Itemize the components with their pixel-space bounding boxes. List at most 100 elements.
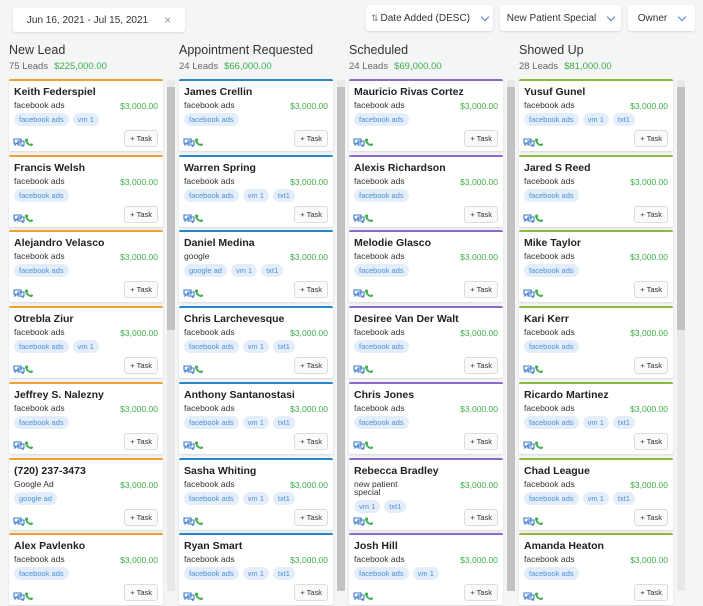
contact-icons[interactable]	[353, 285, 375, 303]
add-task-button[interactable]: + Task	[634, 205, 668, 223]
contact-icons[interactable]	[183, 134, 205, 152]
clear-icon[interactable]: ×	[164, 13, 172, 27]
contact-icons[interactable]	[13, 361, 35, 379]
lead-card[interactable]: Chris Jones facebook ads $3,000.00 facebook…	[349, 381, 503, 455]
add-task-button[interactable]: + Task	[294, 205, 328, 223]
lead-card[interactable]: Keith Federspiel facebook ads $3,000.00 fac…	[9, 79, 163, 151]
add-task-button[interactable]: + Task	[124, 281, 158, 299]
add-task-button[interactable]: + Task	[634, 584, 668, 602]
lead-card[interactable]: Rebecca Bradley new patient special $3,000…	[349, 457, 503, 531]
add-task-button[interactable]: + Task	[464, 357, 498, 375]
add-task-button[interactable]: + Task	[124, 584, 158, 602]
lead-source: facebook ads	[354, 554, 405, 565]
lead-card[interactable]: Anthony Santanostasi facebook ads $3,000.0…	[179, 381, 333, 455]
add-task-button[interactable]: + Task	[124, 205, 158, 223]
lead-card[interactable]: Josh Hill facebook ads $3,000.00 facebook a…	[349, 533, 503, 606]
date-filter[interactable]: Jun 16, 2021 - Jul 15, 2021 ×	[13, 8, 185, 32]
contact-icons[interactable]	[353, 513, 375, 531]
contact-icons[interactable]	[353, 361, 375, 379]
contact-icons[interactable]	[13, 513, 35, 531]
lead-card[interactable]: Francis Welsh facebook ads $3,000.00 facebo…	[9, 154, 163, 228]
contact-icons[interactable]	[353, 437, 375, 455]
contact-icons[interactable]	[13, 134, 35, 152]
add-task-button[interactable]: + Task	[124, 432, 158, 450]
lead-card[interactable]: Amanda Heaton facebook ads $3,000.00 facebo…	[519, 533, 673, 606]
pipeline-dropdown[interactable]: New Patient Special	[500, 5, 621, 31]
lead-card[interactable]: Desiree Van Der Walt facebook ads $3,000.0…	[349, 306, 503, 379]
add-task-button[interactable]: + Task	[294, 584, 328, 602]
sort-dropdown[interactable]: ⇅ Date Added (DESC)	[366, 5, 493, 31]
lead-card[interactable]: James Crellin facebook ads $3,000.00 facebo…	[179, 79, 333, 151]
contact-icons[interactable]	[523, 134, 545, 152]
add-task-button[interactable]: + Task	[124, 130, 158, 147]
add-task-button[interactable]: + Task	[634, 432, 668, 450]
tag: facebook ads	[14, 567, 69, 581]
add-task-button[interactable]: + Task	[294, 357, 328, 375]
contact-icons[interactable]	[523, 513, 545, 531]
lead-card[interactable]: Otrebla Ziur facebook ads $3,000.00 faceboo…	[9, 306, 163, 379]
add-task-button[interactable]: + Task	[634, 130, 668, 147]
lead-card[interactable]: Jeffrey S. Nalezny facebook ads $3,000.00 f…	[9, 381, 163, 455]
tag: txt1	[612, 491, 635, 505]
contact-icons[interactable]	[353, 210, 375, 228]
add-task-button[interactable]: + Task	[464, 584, 498, 602]
lead-card[interactable]: Alexis Richardson facebook ads $3,000.00 fa…	[349, 154, 503, 228]
lead-card[interactable]: Mauricio Rivas Cortez facebook ads $3,000.…	[349, 79, 503, 151]
add-task-button[interactable]: + Task	[294, 281, 328, 299]
contact-icons[interactable]	[183, 513, 205, 531]
lead-card[interactable]: Melodie Glasco facebook ads $3,000.00 faceb…	[349, 230, 503, 303]
lead-card[interactable]: Ryan Smart facebook ads $3,000.00 facebook …	[179, 533, 333, 606]
contact-icons[interactable]	[523, 210, 545, 228]
lead-card[interactable]: Chad League facebook ads $3,000.00 facebook…	[519, 457, 673, 531]
owner-dropdown[interactable]: Owner	[628, 5, 695, 31]
add-task-button[interactable]: + Task	[124, 508, 158, 526]
lead-source: facebook ads	[354, 175, 405, 186]
tag: facebook ads	[184, 491, 239, 505]
lead-card[interactable]: Yusuf Gunel facebook ads $3,000.00 facebook…	[519, 79, 673, 151]
tag: facebook ads	[354, 113, 409, 126]
add-task-button[interactable]: + Task	[294, 432, 328, 450]
contact-icons[interactable]	[353, 134, 375, 152]
add-task-button[interactable]: + Task	[634, 281, 668, 299]
add-task-button[interactable]: + Task	[464, 432, 498, 450]
contact-icons[interactable]	[523, 285, 545, 303]
lead-card[interactable]: (720) 237-3473 Google Ad $3,000.00 google a…	[9, 457, 163, 531]
lead-card[interactable]: Jared S Reed facebook ads $3,000.00 faceboo…	[519, 154, 673, 228]
lead-card[interactable]: Sasha Whiting facebook ads $3,000.00 facebo…	[179, 457, 333, 531]
add-task-button[interactable]: + Task	[294, 130, 328, 147]
lead-value: $3,000.00	[460, 176, 498, 187]
lead-card[interactable]: Kari Kerr facebook ads $3,000.00 facebook a…	[519, 306, 673, 379]
add-task-button[interactable]: + Task	[124, 357, 158, 375]
lead-value: $3,000.00	[120, 555, 158, 566]
contact-icons[interactable]	[13, 437, 35, 455]
add-task-button[interactable]: + Task	[464, 281, 498, 299]
lead-card[interactable]: Daniel Medina google $3,000.00 google ad vm …	[179, 230, 333, 303]
lead-card[interactable]: Ricardo Martinez facebook ads $3,000.00 fac…	[519, 381, 673, 455]
contact-icons[interactable]	[183, 285, 205, 303]
lead-value: $3,000.00	[290, 176, 328, 187]
tag: facebook ads	[14, 415, 69, 429]
lead-card[interactable]: Warren Spring facebook ads $3,000.00 facebo…	[179, 154, 333, 228]
add-task-button[interactable]: + Task	[464, 508, 498, 526]
add-task-button[interactable]: + Task	[634, 508, 668, 526]
contact-icons[interactable]	[183, 210, 205, 228]
contact-icons[interactable]	[523, 361, 545, 379]
contact-icons[interactable]	[13, 285, 35, 303]
tag-list: facebook ads	[354, 113, 409, 126]
add-task-button[interactable]: + Task	[294, 508, 328, 526]
contact-icons[interactable]	[183, 437, 205, 455]
contact-icons[interactable]	[13, 210, 35, 228]
column-amount: $69,000.00	[394, 61, 442, 72]
lead-card[interactable]: Mike Taylor facebook ads $3,000.00 facebook…	[519, 230, 673, 303]
lead-card[interactable]: Alejandro Velasco facebook ads $3,000.00 fa…	[9, 230, 163, 303]
tag: facebook ads	[524, 188, 579, 202]
lead-name: Sasha Whiting	[184, 464, 257, 477]
lead-value: $3,000.00	[290, 252, 328, 263]
add-task-button[interactable]: + Task	[634, 357, 668, 375]
add-task-button[interactable]: + Task	[464, 130, 498, 147]
contact-icons[interactable]	[183, 361, 205, 379]
contact-icons[interactable]	[523, 437, 545, 455]
lead-card[interactable]: Chris Larchevesque facebook ads $3,000.00 f…	[179, 306, 333, 379]
add-task-button[interactable]: + Task	[464, 205, 498, 223]
lead-card[interactable]: Alex Pavlenko facebook ads $3,000.00 facebo…	[9, 533, 163, 606]
